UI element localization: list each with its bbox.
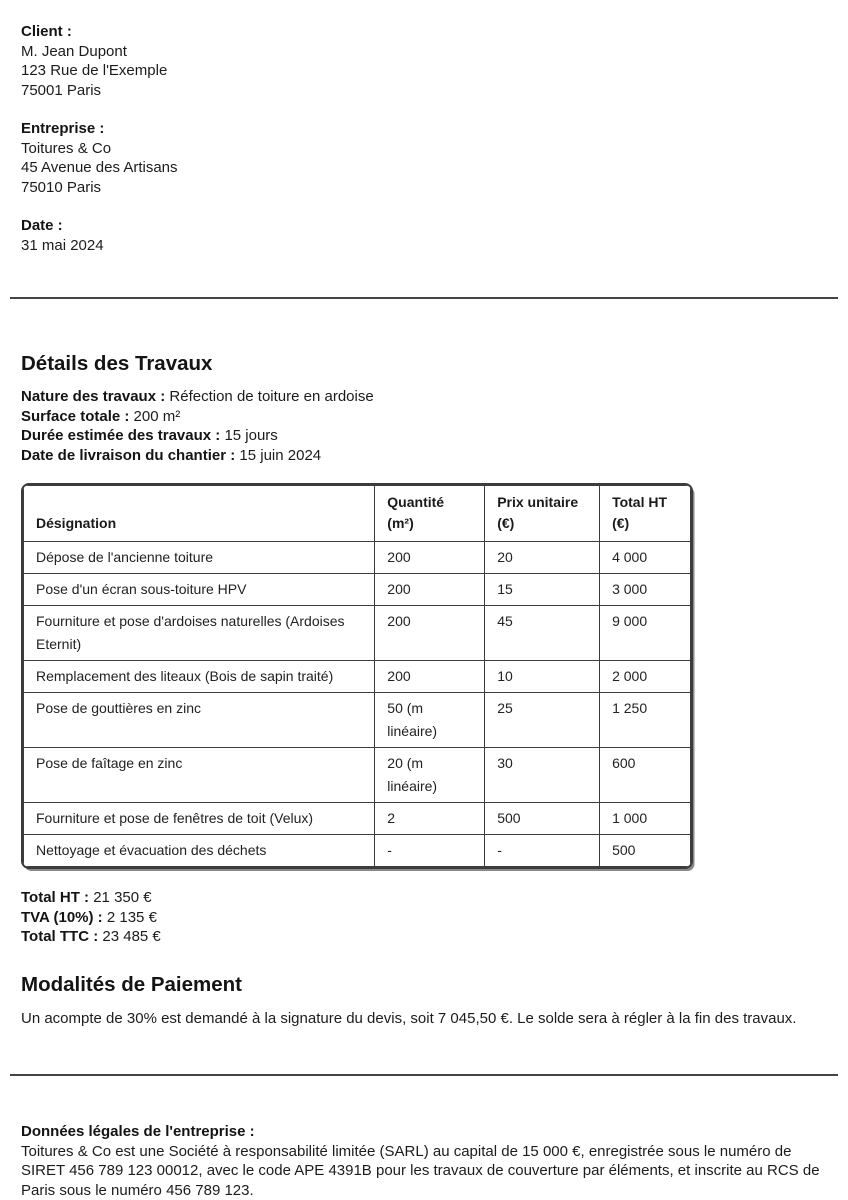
table-row: Pose d'un écran sous-toiture HPV 200 15 3 0… — [23, 573, 691, 606]
field-delivery-label: Date de livraison du chantier : — [21, 446, 236, 464]
table-cell: 15 — [484, 573, 601, 606]
field-delivery: Date de livraison du chantier : 15 juin … — [21, 446, 827, 466]
legal-text: Toitures & Co est une Société à responsa… — [21, 1142, 820, 1199]
client-city: 75001 Paris — [21, 81, 102, 99]
field-surface-label: Surface totale : — [21, 407, 130, 425]
table-cell: 20 — [484, 541, 601, 574]
table-cell: 2 000 — [599, 660, 691, 693]
table-cell: Fourniture et pose de fenêtres de toit (… — [23, 802, 376, 835]
date-value: 31 mai 2024 — [21, 236, 104, 254]
totals-block: Total HT : 21 350 € TVA (10%) : 2 135 € … — [21, 888, 827, 947]
table-cell: 50 (m linéaire) — [374, 692, 486, 748]
company-name: Toitures & Co — [21, 139, 112, 157]
column-header-designation: Désignation — [23, 485, 376, 542]
field-nature-value: Réfection de toiture en ardoise — [169, 388, 374, 405]
column-header-unit-price: Prix unitaire (€) — [484, 485, 601, 542]
client-name: M. Jean Dupont — [21, 42, 127, 60]
section-divider-top — [10, 297, 838, 299]
work-items-table: Désignation Quantité (m²) Prix unitaire … — [23, 485, 691, 867]
table-cell: 20 (m linéaire) — [374, 747, 486, 803]
column-header-total-ht: Total HT (€) — [599, 485, 691, 542]
works-meta-fields: Nature des travaux : Réfection de toitur… — [21, 387, 827, 465]
field-surface-value: 200 m² — [133, 407, 181, 425]
table-cell: 9 000 — [599, 605, 691, 661]
table-cell: Remplacement des liteaux (Bois de sapin … — [23, 660, 376, 693]
table-cell: Dépose de l'ancienne toiture — [23, 541, 376, 574]
table-cell: 1 250 — [599, 692, 691, 748]
table-header-row: Désignation Quantité (m²) Prix unitaire … — [23, 485, 691, 542]
table-cell: 45 — [484, 605, 601, 661]
total-ttc-label: Total TTC : — [21, 928, 99, 945]
company-city: 75010 Paris — [21, 178, 102, 196]
works-details-heading: Détails des Travaux — [21, 352, 213, 375]
table-row: Nettoyage et évacuation des déchets - -500 — [23, 834, 691, 867]
table-row: Dépose de l'ancienne toiture 200 20 4 000 — [23, 541, 691, 574]
table-row: Pose de gouttières en zinc 50 (m linéaire… — [23, 692, 691, 748]
date-label: Date : — [21, 217, 63, 234]
table-row: Fourniture et pose d'ardoises naturelles… — [23, 605, 691, 661]
table-cell: 10 — [484, 660, 601, 693]
table-cell: Pose de faîtage en zinc — [23, 747, 376, 803]
field-duration-value: 15 jours — [224, 427, 278, 444]
column-header-quantity: Quantité (m²) — [374, 485, 486, 542]
table-cell: Pose d'un écran sous-toiture HPV — [23, 573, 376, 606]
table-cell: 200 — [374, 573, 486, 606]
work-table-body: Dépose de l'ancienne toiture 200 20 4 000 Po… — [23, 541, 691, 867]
table-cell: 30 — [484, 747, 601, 803]
company-street: 45 Avenue des Artisans — [21, 159, 178, 176]
client-street: 123 Rue de l'Exemple — [21, 62, 168, 79]
table-cell: 200 — [374, 660, 486, 693]
total-ht-line: Total HT : 21 350 € — [21, 888, 827, 908]
table-row: Remplacement des liteaux (Bois de sapin … — [23, 660, 691, 693]
table-cell: 200 — [374, 605, 486, 661]
client-block: Client : M. Jean Dupont 123 Rue de l'Exe… — [21, 22, 827, 100]
table-cell: 2 — [374, 802, 486, 835]
tva-value: 2 135 € — [106, 908, 157, 926]
payment-heading: Modalités de Paiement — [21, 972, 243, 996]
table-row: Fourniture et pose de fenêtres de toit (… — [23, 802, 691, 835]
table-cell: 3 000 — [599, 573, 691, 606]
table-cell: - — [374, 834, 486, 867]
table-cell: 1 000 — [599, 802, 691, 835]
field-duration: Durée estimée des travaux : 15 jours — [21, 426, 827, 446]
table-cell: - — [484, 834, 601, 867]
legal-block: Données légales de l'entreprise : Toitur… — [21, 1122, 827, 1200]
table-row: Pose de faîtage en zinc 20 (m linéaire) 30… — [23, 747, 691, 803]
total-ht-label: Total HT : — [21, 889, 90, 906]
total-ttc-line: Total TTC : 23 485 € — [21, 927, 827, 947]
total-ttc-value: 23 485 € — [102, 928, 161, 945]
tva-label: TVA (10%) : — [21, 908, 103, 926]
field-nature-label: Nature des travaux : — [21, 388, 166, 405]
date-block: Date : 31 mai 2024 — [21, 216, 827, 255]
field-nature: Nature des travaux : Réfection de toitur… — [21, 387, 827, 407]
table-cell: 600 — [599, 747, 691, 803]
company-block: Entreprise : Toitures & Co 45 Avenue des… — [21, 119, 827, 197]
section-divider-bottom — [10, 1074, 838, 1076]
total-ht-value: 21 350 € — [93, 889, 152, 906]
legal-label: Données légales de l'entreprise : — [21, 1123, 255, 1140]
company-label: Entreprise : — [21, 120, 105, 137]
table-cell: 4 000 — [599, 541, 691, 574]
table-cell: 500 — [599, 834, 691, 867]
table-cell: Fourniture et pose d'ardoises naturelles… — [23, 605, 376, 661]
tva-line: TVA (10%) : 2 135 € — [21, 908, 827, 928]
table-cell: 200 — [374, 541, 486, 574]
table-cell: Nettoyage et évacuation des déchets — [23, 834, 376, 867]
table-cell: Pose de gouttières en zinc — [23, 692, 376, 748]
client-label: Client : — [21, 23, 72, 40]
field-surface: Surface totale : 200 m² — [21, 407, 827, 427]
payment-terms-text: Un acompte de 30% est demandé à la signa… — [21, 1009, 797, 1027]
table-header: Désignation Quantité (m²) Prix unitaire … — [23, 485, 691, 542]
work-items-table-frame: Désignation Quantité (m²) Prix unitaire … — [21, 483, 693, 869]
table-cell: 500 — [484, 802, 601, 835]
field-duration-label: Durée estimée des travaux : — [21, 427, 221, 444]
table-cell: 25 — [484, 692, 601, 748]
field-delivery-value: 15 juin 2024 — [239, 446, 322, 464]
